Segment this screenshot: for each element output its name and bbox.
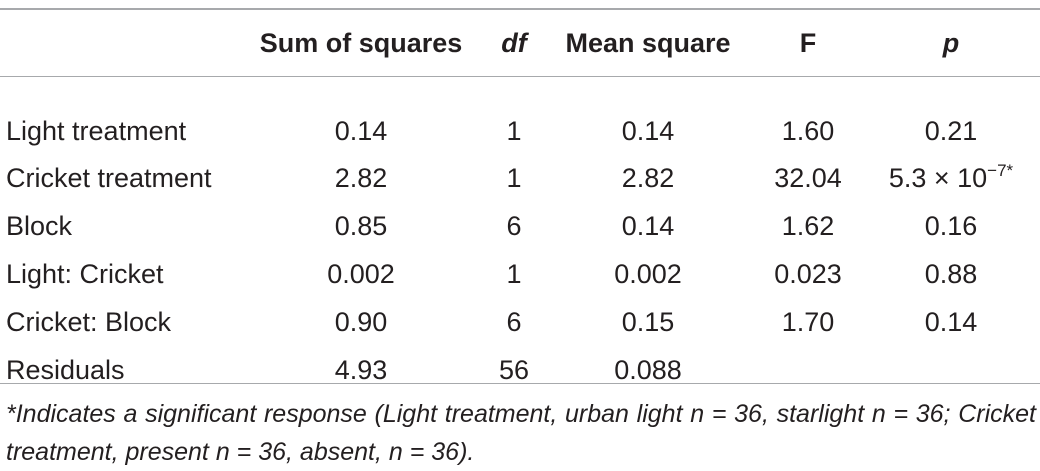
table-row: Residuals 4.93 56 0.088	[0, 346, 1040, 394]
cell-f: 1.60	[781, 115, 835, 146]
cell-mean-square: 0.088	[614, 354, 682, 385]
cell-p: 0.21	[862, 76, 1040, 154]
header-df: df	[501, 27, 527, 58]
cell-mean-square: 0.14	[621, 210, 675, 241]
header-rule	[0, 76, 1040, 77]
cell-mean-square: 2.82	[621, 162, 675, 193]
row-label: Block	[6, 210, 73, 241]
cell-sum-of-squares: 0.85	[334, 210, 388, 241]
p-value: 0.21	[924, 115, 978, 146]
header-mean-square: Mean square	[565, 27, 731, 58]
table-row: Cricket: Block 0.90 6 0.15 1.70 0.14	[0, 298, 1040, 346]
cell-df: 1	[506, 162, 522, 193]
table-bottom-rule	[0, 383, 1040, 384]
cell-sum-of-squares: 4.93	[334, 354, 388, 385]
header-sum-of-squares: Sum of squares	[259, 27, 463, 58]
cell-f	[754, 346, 862, 394]
cell-df: 6	[506, 210, 522, 241]
cell-mean-square: 0.002	[614, 258, 682, 289]
cell-f: 32.04	[774, 162, 842, 193]
row-label: Light: Cricket	[6, 258, 164, 289]
cell-mean-square: 0.15	[621, 306, 675, 337]
cell-sum-of-squares: 0.14	[334, 115, 388, 146]
cell-sum-of-squares: 0.90	[334, 306, 388, 337]
row-label: Cricket: Block	[6, 306, 172, 337]
cell-p: 0.16	[862, 202, 1040, 250]
header-effect	[0, 10, 236, 76]
cell-df: 56	[498, 354, 530, 385]
table-row: Light treatment 0.14 1 0.14 1.60 0.21	[0, 76, 1040, 154]
cell-mean-square: 0.14	[621, 115, 675, 146]
header-f: F	[799, 27, 817, 58]
header-row: Sum of squares df Mean square F p	[0, 10, 1040, 76]
cell-df: 1	[506, 258, 522, 289]
row-label: Light treatment	[6, 115, 187, 146]
p-exponent: −7*	[987, 160, 1014, 180]
table-row: Cricket treatment 2.82 1 2.82 32.04 5.3 …	[0, 154, 1040, 202]
table-top-rule	[0, 8, 1040, 10]
header-p: p	[942, 27, 960, 58]
cell-p: 0.14	[862, 298, 1040, 346]
cell-df: 1	[506, 115, 522, 146]
cell-p	[862, 346, 1040, 394]
table-row: Light: Cricket 0.002 1 0.002 0.023 0.88	[0, 250, 1040, 298]
cell-f: 1.62	[781, 210, 835, 241]
row-label: Residuals	[6, 354, 125, 385]
row-label: Cricket treatment	[6, 162, 212, 193]
cell-p: 5.3 × 10−7*	[862, 154, 1040, 202]
cell-sum-of-squares: 0.002	[327, 258, 395, 289]
anova-table: Sum of squares df Mean square F p Light …	[0, 10, 1040, 394]
p-value: 5.3 × 10	[888, 162, 988, 193]
table-footnote: *Indicates a significant response (Light…	[6, 400, 1036, 466]
p-value: 0.14	[924, 306, 978, 337]
cell-f: 0.023	[774, 258, 842, 289]
cell-f: 1.70	[781, 306, 835, 337]
cell-p: 0.88	[862, 250, 1040, 298]
cell-df: 6	[506, 306, 522, 337]
p-value: 0.88	[924, 258, 978, 289]
p-value: 0.16	[924, 210, 978, 241]
cell-sum-of-squares: 2.82	[334, 162, 388, 193]
table-row: Block 0.85 6 0.14 1.62 0.16	[0, 202, 1040, 250]
